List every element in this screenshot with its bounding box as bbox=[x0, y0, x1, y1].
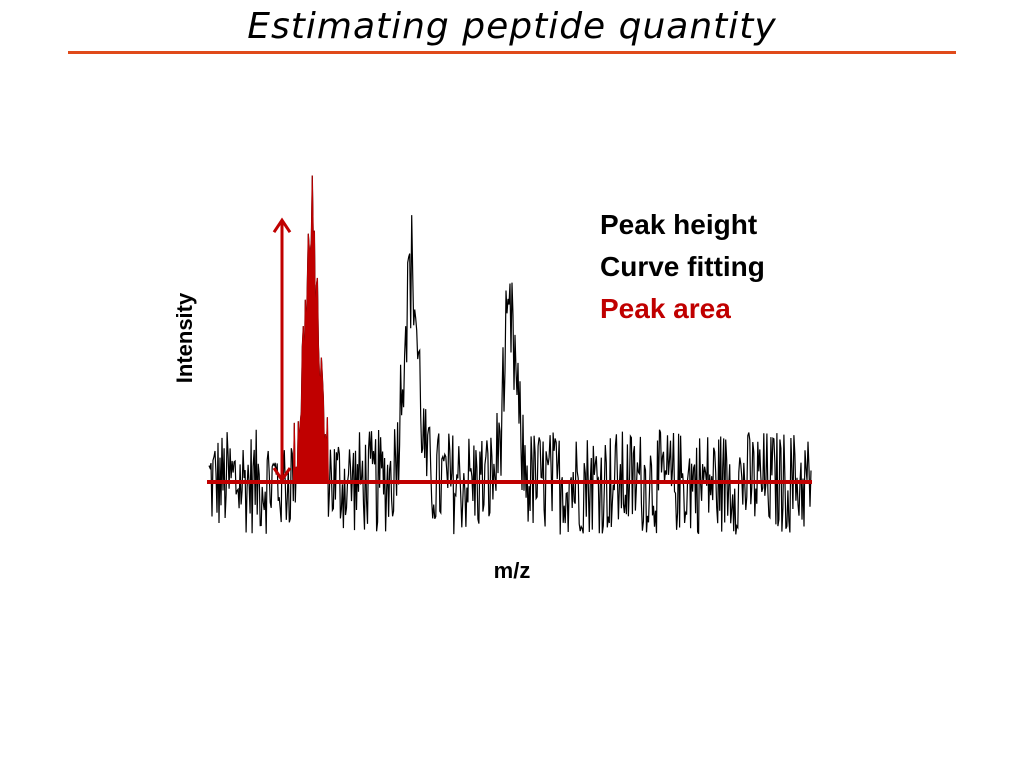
quantification-methods-list: Peak height Curve fitting Peak area bbox=[600, 204, 765, 330]
peak-area-group bbox=[292, 175, 331, 483]
arrow-head-top bbox=[272, 217, 292, 234]
peak-height-arrow bbox=[272, 217, 292, 483]
y-axis-label: Intensity bbox=[172, 292, 197, 383]
peak-area-fill bbox=[292, 175, 331, 483]
arrow-head-bottom bbox=[272, 467, 292, 483]
method-peak-area: Peak area bbox=[600, 293, 731, 324]
x-axis-label: m/z bbox=[494, 558, 531, 583]
title-underline bbox=[68, 51, 956, 54]
slide-title: Estimating peptide quantity bbox=[247, 6, 777, 47]
method-peak-height: Peak height bbox=[600, 209, 758, 240]
method-curve-fitting: Curve fitting bbox=[600, 251, 765, 282]
